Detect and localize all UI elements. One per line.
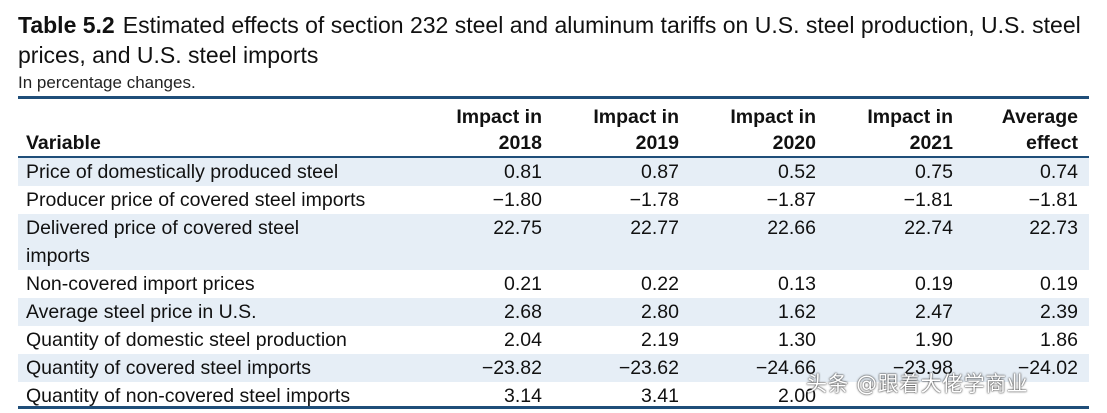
cell-2018: 0.81 [416, 158, 553, 186]
header-rule [18, 156, 1089, 158]
cell-2018: 0.21 [504, 273, 542, 295]
table-row: Price of domestically produced steel 0.8… [18, 158, 1089, 186]
row-label: Price of domestically produced steel [18, 158, 416, 186]
cell-2019: 2.80 [553, 298, 690, 326]
row-label: Delivered price of covered steel imports [18, 214, 416, 270]
table-row: Average steel price in U.S. 2.68 2.80 1.… [18, 298, 1089, 326]
cell-2019: 3.41 [641, 385, 679, 407]
row-label: Quantity of covered steel imports [18, 354, 416, 382]
table-row: Quantity of domestic steel production 2.… [18, 326, 1089, 354]
cell-2019: 0.22 [641, 273, 679, 295]
table-number: Table 5.2 [18, 12, 115, 38]
header-2020: Impact in 2020 [730, 106, 816, 154]
row-label: Quantity of domestic steel production [26, 329, 347, 351]
table-title-text: Estimated effects of section 232 steel a… [18, 12, 1081, 68]
table-row: Non-covered import prices 0.21 0.22 0.13… [18, 270, 1089, 298]
row-label: Non-covered import prices [26, 273, 255, 295]
table-row: Quantity of non-covered steel imports 3.… [18, 382, 1089, 410]
cell-2019: 0.87 [553, 158, 690, 186]
cell-2019: −1.78 [629, 189, 679, 211]
cell-2018: 22.75 [416, 214, 553, 270]
cell-average: −24.02 [964, 354, 1089, 382]
cell-2020: 22.66 [690, 214, 827, 270]
header-2021: Impact in 2021 [867, 106, 953, 154]
bottom-rule [18, 406, 1089, 409]
cell-average: −1.81 [1028, 189, 1078, 211]
data-table: Variable Impact in 2018 Impact in 2019 Imp… [18, 100, 1089, 410]
cell-average: 0.74 [964, 158, 1089, 186]
cell-2020: 2.00 [778, 385, 816, 407]
cell-2019: 22.77 [553, 214, 690, 270]
cell-2021: −23.98 [827, 354, 964, 382]
cell-2020: −24.66 [690, 354, 827, 382]
header-average: Average effect [1001, 106, 1078, 154]
table-row: Delivered price of covered steel imports… [18, 214, 1089, 270]
cell-2021: −1.81 [903, 189, 953, 211]
cell-2018: −23.82 [416, 354, 553, 382]
cell-2018: 2.68 [416, 298, 553, 326]
cell-2020: 0.13 [778, 273, 816, 295]
row-label: Average steel price in U.S. [18, 298, 416, 326]
table-row: Producer price of covered steel imports … [18, 186, 1089, 214]
row-label: Producer price of covered steel imports [26, 189, 366, 211]
cell-2018: 2.04 [504, 329, 542, 351]
header-2018: Impact in 2018 [456, 106, 542, 154]
cell-2021: 1.90 [915, 329, 953, 351]
table-row: Quantity of covered steel imports −23.82… [18, 354, 1089, 382]
cell-2021: 0.75 [827, 158, 964, 186]
row-label: Quantity of non-covered steel imports [26, 385, 351, 407]
table-subtitle: In percentage changes. [18, 73, 196, 92]
cell-2019: 2.19 [641, 329, 679, 351]
cell-2021: 22.74 [827, 214, 964, 270]
cell-average: 2.39 [964, 298, 1089, 326]
cell-average: 22.73 [964, 214, 1089, 270]
cell-2020: 1.62 [690, 298, 827, 326]
cell-2020: 1.30 [778, 329, 816, 351]
top-rule [18, 96, 1089, 99]
cell-average: 1.86 [1040, 329, 1078, 351]
cell-2019: −23.62 [553, 354, 690, 382]
header-2019: Impact in 2019 [593, 106, 679, 154]
watermark-text: 头条 @跟着大佬学商业 [806, 372, 1029, 396]
cell-2020: 0.52 [690, 158, 827, 186]
cell-2021: 2.47 [827, 298, 964, 326]
cell-average: 0.19 [1040, 273, 1078, 295]
header-row: Variable Impact in 2018 Impact in 2019 Imp… [18, 100, 1089, 158]
cell-2021: 0.19 [915, 273, 953, 295]
cell-2020: −1.87 [766, 189, 816, 211]
cell-2018: −1.80 [492, 189, 542, 211]
table-title: Table 5.2 Estimated effects of section 23… [18, 10, 1093, 70]
cell-2018: 3.14 [504, 385, 542, 407]
header-variable: Variable [26, 132, 101, 154]
